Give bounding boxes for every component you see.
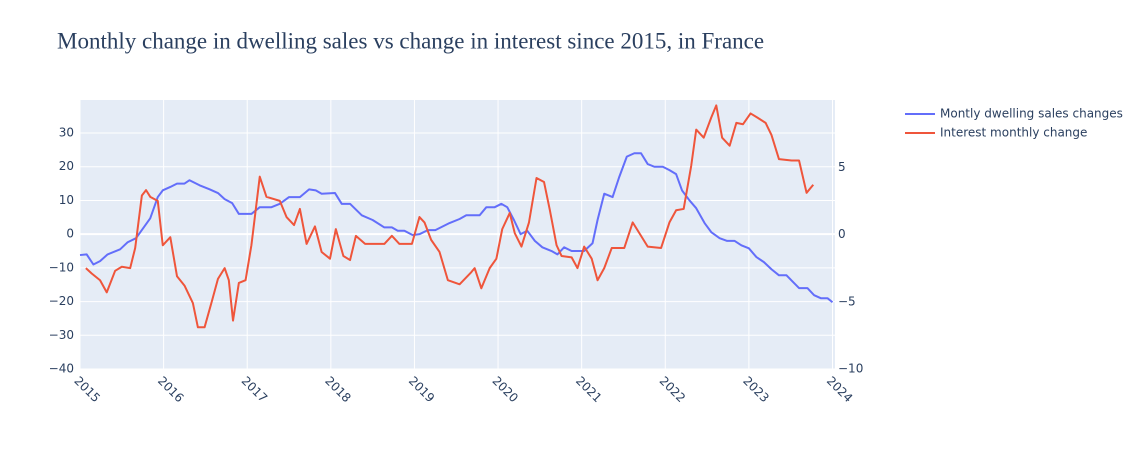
- y-tick-label: −10: [49, 260, 74, 274]
- x-tick-label: 2019: [406, 374, 437, 405]
- x-tick-label: 2021: [573, 374, 604, 405]
- legend-label: Interest monthly change: [940, 126, 1087, 140]
- y2-tick-label: −5: [838, 294, 856, 308]
- y2-tick-label: 0: [838, 227, 846, 241]
- y-tick-label: −40: [49, 362, 74, 376]
- y-tick-label: −20: [49, 294, 74, 308]
- x-tick-label: 2017: [239, 374, 270, 405]
- chart-title: Monthly change in dwelling sales vs chan…: [57, 28, 764, 53]
- y-tick-label: −30: [49, 328, 74, 342]
- y-tick-label: 10: [59, 193, 74, 207]
- y-tick-label: 30: [59, 126, 74, 140]
- x-tick-label: 2023: [740, 374, 771, 405]
- y-tick-label: 0: [66, 227, 74, 241]
- x-tick-label: 2016: [155, 374, 186, 405]
- x-tick-label: 2020: [489, 374, 520, 405]
- y2-tick-label: −10: [838, 362, 863, 376]
- x-tick-label: 2018: [322, 374, 353, 405]
- series-line: [85, 104, 815, 329]
- legend-label: Montly dwelling sales changes: [940, 107, 1123, 121]
- series-line: [79, 152, 834, 304]
- y-tick-label: 20: [59, 159, 74, 173]
- y2-tick-label: 5: [838, 160, 846, 174]
- x-tick-label: 2022: [657, 374, 688, 405]
- x-tick-label: 2015: [71, 374, 102, 405]
- x-tick-label: 2024: [824, 374, 855, 405]
